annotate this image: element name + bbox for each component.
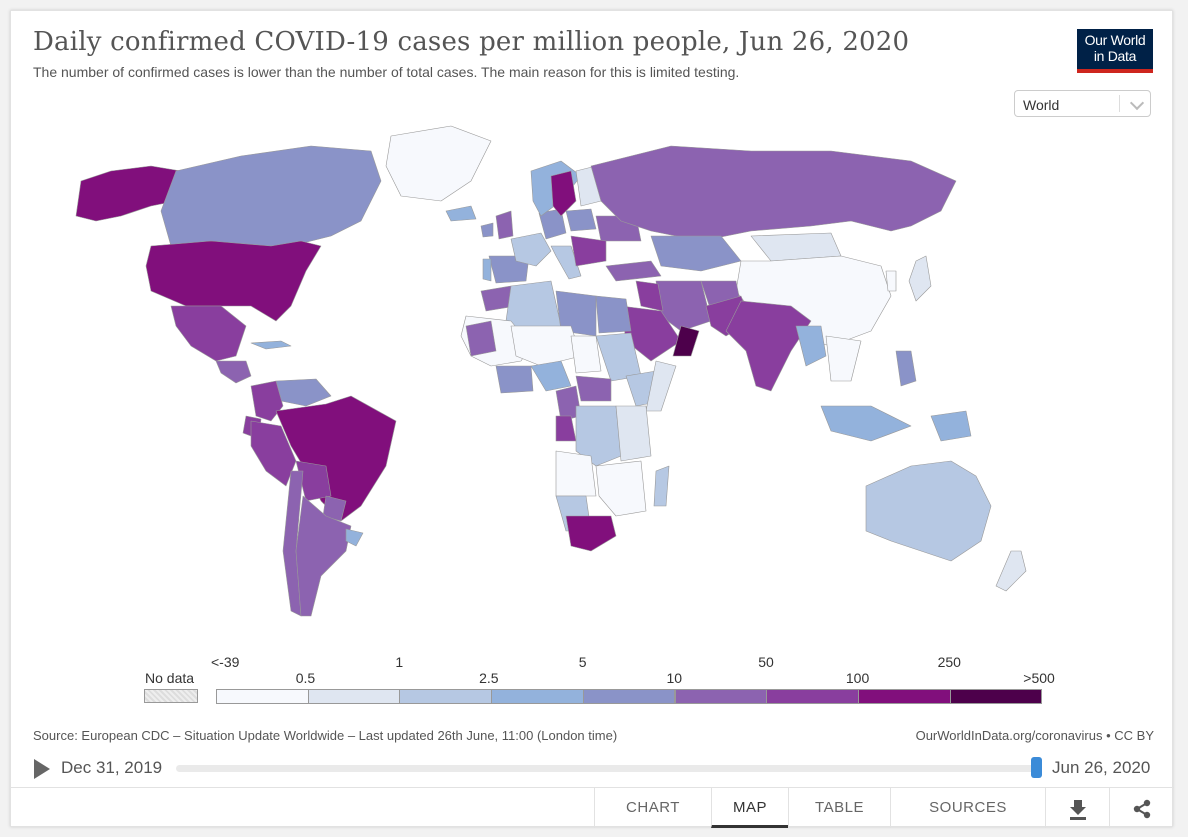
country-paraguay[interactable] — [322, 495, 347, 522]
country-egypt[interactable] — [595, 295, 632, 334]
country-chad[interactable] — [570, 335, 602, 374]
country-zambia-moz[interactable] — [595, 460, 647, 517]
play-icon[interactable] — [34, 759, 50, 779]
owid-logo[interactable]: Our World in Data — [1077, 29, 1153, 73]
country-korea[interactable] — [885, 270, 897, 292]
country-germany[interactable] — [538, 208, 567, 240]
legend-tick-label: 50 — [758, 654, 774, 670]
country-ireland[interactable] — [480, 222, 494, 238]
country-australia[interactable] — [865, 460, 992, 562]
legend-tick-label: 100 — [845, 670, 870, 686]
legend-swatch-7 — [857, 689, 951, 704]
country-se-asia[interactable] — [825, 335, 862, 382]
logo-line-2: in Data — [1093, 48, 1137, 64]
chart-frame: Daily confirmed COVID-19 cases per milli… — [10, 10, 1174, 828]
legend-tick-label: 250 — [937, 654, 961, 670]
legend-nodata-label: No data — [145, 670, 195, 686]
country-russia[interactable] — [590, 145, 957, 242]
country-france[interactable] — [510, 232, 552, 267]
country-mexico[interactable] — [170, 305, 247, 362]
country-japan[interactable] — [908, 255, 932, 302]
license-link[interactable]: OurWorldInData.org/coronavirus • CC BY — [915, 728, 1154, 743]
chevron-down-icon — [1129, 95, 1145, 111]
country-sweden[interactable] — [550, 170, 577, 217]
region-select-value: World — [1023, 97, 1060, 113]
legend-tick-label: 2.5 — [479, 670, 499, 686]
country-venezuela[interactable] — [275, 378, 332, 407]
region-select[interactable]: World — [1014, 90, 1151, 117]
download-button[interactable] — [1045, 788, 1109, 828]
chart-subtitle: The number of confirmed cases is lower t… — [33, 64, 740, 80]
country-central-america[interactable] — [215, 360, 252, 384]
legend-tick-label: >500 — [1023, 670, 1055, 686]
source-note: Source: European CDC – Situation Update … — [33, 728, 618, 743]
legend-tick-label: 10 — [666, 670, 683, 686]
timeline-slider[interactable] — [176, 765, 1036, 772]
country-bangladesh-myanmar[interactable] — [795, 325, 827, 367]
tab-table[interactable]: TABLE — [788, 788, 890, 828]
country-oman[interactable] — [672, 325, 700, 357]
country-mauritania[interactable] — [465, 320, 497, 357]
country-uruguay[interactable] — [345, 528, 364, 547]
world-map — [75, 125, 1027, 617]
legend-tick-label: 1 — [395, 654, 404, 670]
country-portugal[interactable] — [482, 258, 492, 282]
legend-tick-label: <-39 — [211, 654, 240, 670]
legend-swatch-5 — [674, 689, 768, 704]
country-poland[interactable] — [565, 208, 597, 232]
logo-line-1: Our World — [1084, 32, 1146, 48]
legend-swatch-1 — [307, 689, 401, 704]
country-greenland[interactable] — [385, 125, 492, 202]
country-iraq[interactable] — [635, 280, 664, 312]
select-separator — [1119, 95, 1120, 112]
country-iceland[interactable] — [445, 205, 477, 222]
legend-swatch-3 — [491, 689, 584, 704]
country-kazakhstan[interactable] — [650, 235, 742, 272]
country-madagascar[interactable] — [653, 465, 670, 507]
legend-swatch-4 — [582, 689, 676, 704]
footer-tabs: CHART MAP TABLE SOURCES — [11, 787, 1174, 828]
country-png[interactable] — [930, 410, 972, 442]
country-nz[interactable] — [995, 550, 1027, 592]
country-angola[interactable] — [555, 450, 597, 497]
legend-tick-label: 5 — [578, 654, 587, 670]
country-gabon-congo[interactable] — [555, 415, 577, 442]
country-uk[interactable] — [495, 210, 514, 240]
country-south-africa[interactable] — [565, 515, 617, 552]
country-bolivia[interactable] — [295, 460, 332, 502]
timeline-start-date: Dec 31, 2019 — [61, 758, 163, 777]
country-philippines[interactable] — [895, 350, 917, 387]
tab-chart[interactable]: CHART — [594, 788, 711, 828]
country-canada[interactable] — [160, 145, 382, 247]
country-kenya-tanzania[interactable] — [615, 405, 652, 462]
country-turkey[interactable] — [605, 260, 662, 282]
tab-map[interactable]: MAP — [711, 788, 788, 828]
legend-nodata-swatch — [144, 689, 198, 703]
legend-swatch-2 — [399, 689, 493, 704]
legend-tick-label: 0.5 — [295, 670, 316, 686]
country-argentina[interactable] — [295, 495, 352, 617]
country-somalia[interactable] — [645, 360, 677, 412]
country-ghana-ivory[interactable] — [495, 365, 534, 394]
country-indonesia[interactable] — [820, 405, 912, 442]
legend-swatch-8 — [949, 689, 1043, 704]
country-cuba[interactable] — [250, 340, 292, 350]
country-italy[interactable] — [550, 245, 582, 280]
share-icon — [1133, 799, 1151, 819]
country-balkans[interactable] — [570, 235, 607, 267]
legend-swatch-6 — [766, 689, 859, 704]
timeline-handle[interactable] — [1031, 757, 1042, 778]
tab-sources[interactable]: SOURCES — [890, 788, 1045, 828]
country-drc[interactable] — [575, 405, 622, 467]
share-button[interactable] — [1109, 788, 1173, 828]
country-peru[interactable] — [250, 420, 297, 487]
chart-title: Daily confirmed COVID-19 cases per milli… — [33, 27, 910, 57]
timeline-end-date: Jun 26, 2020 — [1052, 758, 1151, 777]
country-car[interactable] — [575, 375, 612, 402]
country-nigeria[interactable] — [530, 360, 572, 392]
country-india[interactable] — [725, 300, 812, 392]
download-icon — [1070, 800, 1086, 820]
legend-swatch-0 — [216, 689, 309, 704]
country-usa[interactable] — [145, 240, 322, 322]
